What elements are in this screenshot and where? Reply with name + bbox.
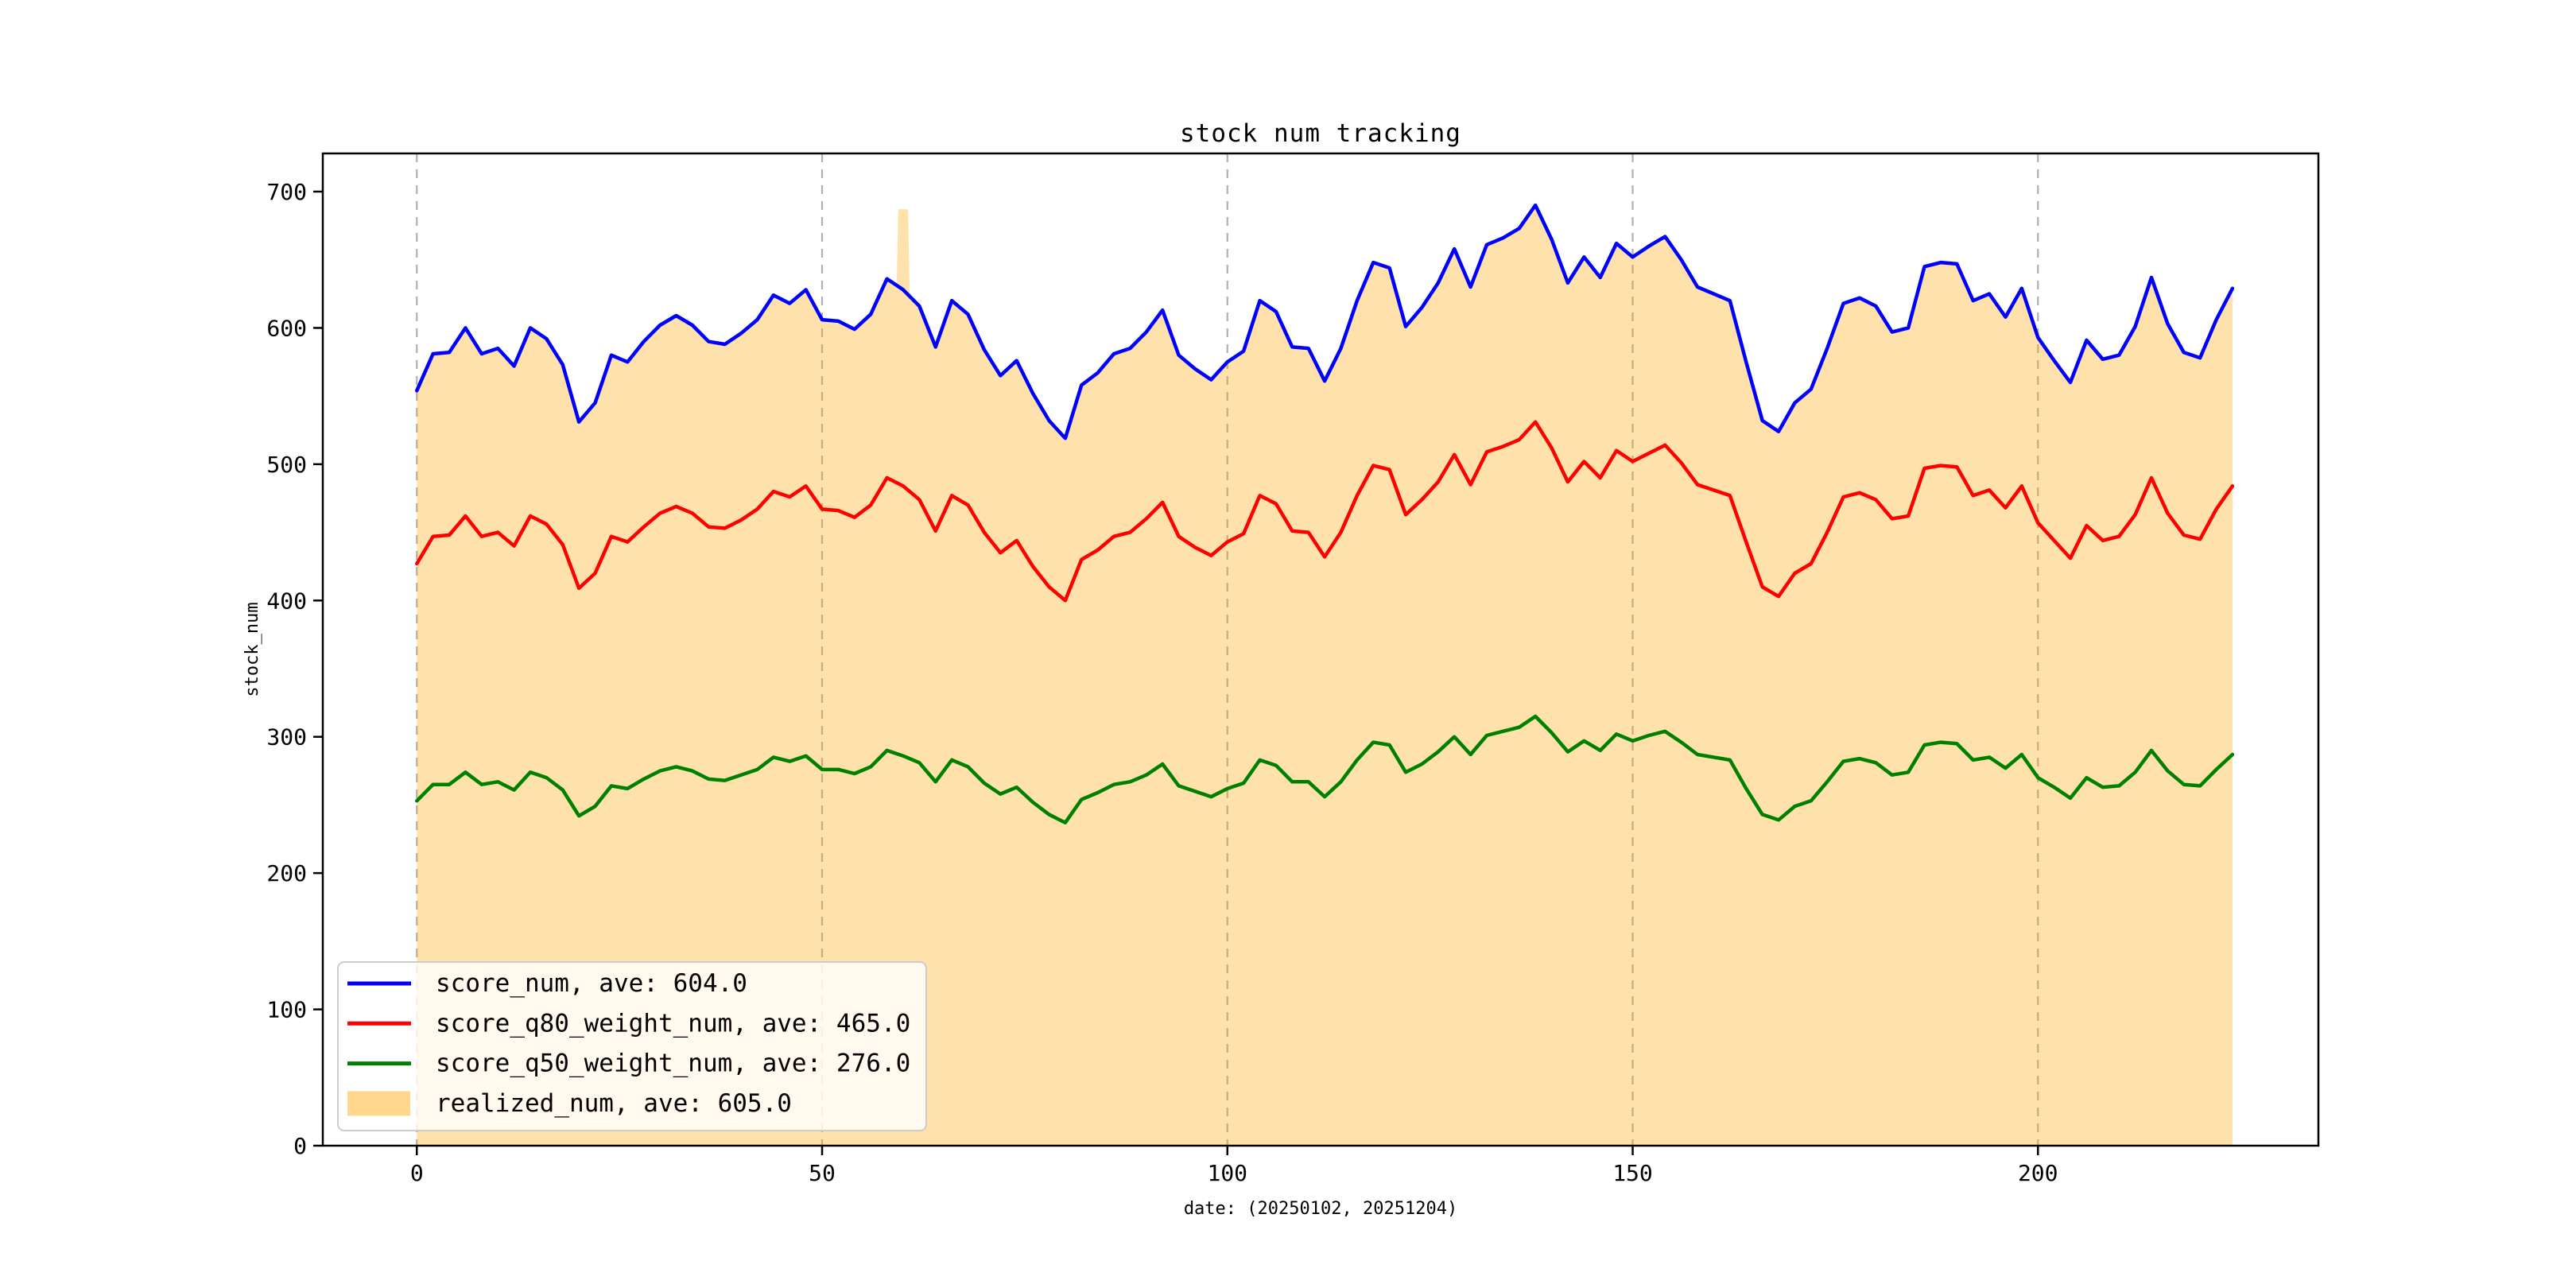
- y-tick-label: 400: [266, 588, 307, 614]
- legend-box: [337, 961, 927, 1131]
- legend-label: score_q80_weight_num, ave: 465.0: [436, 1009, 910, 1038]
- line-score-num: [415, 203, 2235, 440]
- legend-label: realized_num, ave: 605.0: [436, 1089, 792, 1118]
- line-score-q50-weight-num: [415, 714, 2235, 824]
- y-axis-label: stock_num: [242, 602, 262, 697]
- x-tick-label: 200: [2018, 1160, 2058, 1186]
- y-tick-label: 700: [266, 179, 307, 205]
- line-score-q80-weight-num: [415, 420, 2235, 603]
- y-tick-label: 500: [266, 452, 307, 478]
- y-tick-label: 600: [266, 315, 307, 341]
- legend-swatch-patch: [347, 1091, 410, 1116]
- realized-area: [417, 205, 2233, 1146]
- chart-title: stock num tracking: [1180, 119, 1461, 148]
- x-tick-label: 100: [1207, 1160, 1247, 1186]
- y-tick-label: 100: [266, 997, 307, 1023]
- plot-border: [321, 152, 2320, 1147]
- y-tick-label: 300: [266, 724, 307, 751]
- x-tick-label: 150: [1612, 1160, 1653, 1186]
- x-tick-label: 50: [809, 1160, 836, 1186]
- legend-label: score_num, ave: 604.0: [436, 969, 747, 998]
- legend-label: score_q50_weight_num, ave: 276.0: [436, 1049, 910, 1078]
- y-tick-label: 0: [293, 1133, 307, 1159]
- x-tick-label: 0: [410, 1160, 424, 1186]
- x-axis-label: date: (20250102, 20251204): [1183, 1199, 1458, 1219]
- y-tick-label: 200: [266, 860, 307, 886]
